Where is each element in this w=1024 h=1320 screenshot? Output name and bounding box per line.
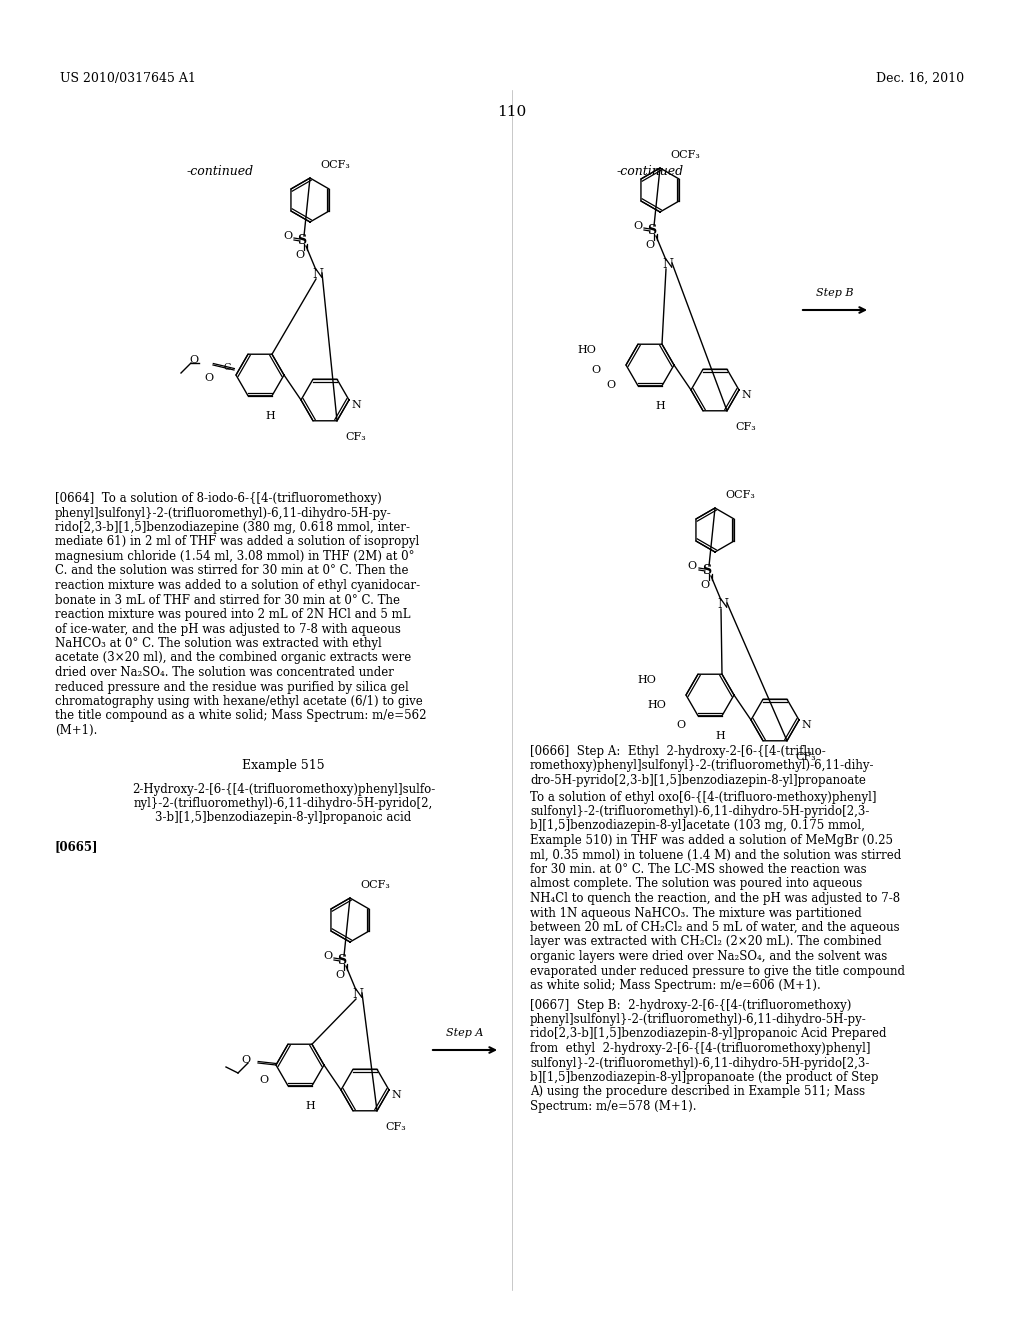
Text: chromatography using with hexane/ethyl acetate (6/1) to give: chromatography using with hexane/ethyl a…	[55, 696, 423, 708]
Text: CF₃: CF₃	[345, 432, 366, 442]
Text: for 30 min. at 0° C. The LC-MS showed the reaction was: for 30 min. at 0° C. The LC-MS showed th…	[530, 863, 866, 876]
Text: 110: 110	[498, 106, 526, 119]
Text: Example 510) in THF was added a solution of MeMgBr (0.25: Example 510) in THF was added a solution…	[530, 834, 893, 847]
Text: rido[2,3-b][1,5]benzodiazepine (380 mg, 0.618 mmol, inter-: rido[2,3-b][1,5]benzodiazepine (380 mg, …	[55, 521, 410, 535]
Text: -continued: -continued	[186, 165, 254, 178]
Text: NaHCO₃ at 0° C. The solution was extracted with ethyl: NaHCO₃ at 0° C. The solution was extract…	[55, 638, 382, 649]
Text: HO: HO	[578, 345, 596, 355]
Text: Example 515: Example 515	[243, 759, 325, 771]
Text: Step A: Step A	[446, 1028, 483, 1038]
Text: S: S	[702, 564, 712, 577]
Text: reaction mixture was added to a solution of ethyl cyanidocar-: reaction mixture was added to a solution…	[55, 579, 420, 591]
Text: O: O	[189, 355, 199, 366]
Text: H: H	[305, 1101, 314, 1111]
Text: mediate 61) in 2 ml of THF was added a solution of isopropyl: mediate 61) in 2 ml of THF was added a s…	[55, 536, 419, 549]
Text: A) using the procedure described in Example 511; Mass: A) using the procedure described in Exam…	[530, 1085, 865, 1098]
Text: b][1,5]benzodiazepin-8-yl]propanoate (the product of Step: b][1,5]benzodiazepin-8-yl]propanoate (th…	[530, 1071, 879, 1084]
Text: US 2010/0317645 A1: US 2010/0317645 A1	[60, 73, 196, 84]
Text: almost complete. The solution was poured into aqueous: almost complete. The solution was poured…	[530, 878, 862, 891]
Text: of ice-water, and the pH was adjusted to 7-8 with aqueous: of ice-water, and the pH was adjusted to…	[55, 623, 400, 635]
Text: C: C	[223, 363, 231, 371]
Text: N: N	[718, 598, 728, 611]
Text: O: O	[606, 380, 615, 389]
Text: layer was extracted with CH₂Cl₂ (2×20 mL). The combined: layer was extracted with CH₂Cl₂ (2×20 mL…	[530, 936, 882, 949]
Text: (M+1).: (M+1).	[55, 723, 97, 737]
Text: To a solution of ethyl oxo[6-{[4-(trifluoro-methoxy)phenyl]: To a solution of ethyl oxo[6-{[4-(triflu…	[530, 791, 877, 804]
Text: sulfonyl}-2-(trifluoromethyl)-6,11-dihydro-5H-pyrido[2,3-: sulfonyl}-2-(trifluoromethyl)-6,11-dihyd…	[530, 805, 869, 818]
Text: O: O	[677, 719, 685, 730]
Text: O: O	[336, 970, 344, 979]
Text: N: N	[312, 268, 324, 281]
Text: OCF₃: OCF₃	[670, 150, 699, 160]
Text: evaporated under reduced pressure to give the title compound: evaporated under reduced pressure to giv…	[530, 965, 905, 978]
Text: N: N	[741, 389, 751, 400]
Text: O: O	[323, 950, 332, 961]
Text: rido[2,3-b][1,5]benzodiazepin-8-yl]propanoic Acid Prepared: rido[2,3-b][1,5]benzodiazepin-8-yl]propa…	[530, 1027, 887, 1040]
Text: H: H	[265, 411, 274, 421]
Text: C. and the solution was stirred for 30 min at 0° C. Then the: C. and the solution was stirred for 30 m…	[55, 565, 409, 578]
Text: phenyl]sulfonyl}-2-(trifluoromethyl)-6,11-dihydro-5H-py-: phenyl]sulfonyl}-2-(trifluoromethyl)-6,1…	[530, 1012, 866, 1026]
Text: N: N	[391, 1090, 400, 1100]
Text: CF₃: CF₃	[385, 1122, 406, 1133]
Text: 3-b][1,5]benzodiazepin-8-yl]propanoic acid: 3-b][1,5]benzodiazepin-8-yl]propanoic ac…	[156, 812, 412, 825]
Text: CF₃: CF₃	[795, 752, 816, 762]
Text: O: O	[283, 231, 292, 242]
Text: phenyl]sulfonyl}-2-(trifluoromethyl)-6,11-dihydro-5H-py-: phenyl]sulfonyl}-2-(trifluoromethyl)-6,1…	[55, 507, 392, 520]
Text: OCF₃: OCF₃	[319, 160, 350, 170]
Text: HO: HO	[637, 675, 656, 685]
Text: OCF₃: OCF₃	[360, 880, 390, 890]
Text: as white solid; Mass Spectrum: m/e=606 (M+1).: as white solid; Mass Spectrum: m/e=606 (…	[530, 979, 821, 993]
Text: O: O	[645, 240, 654, 249]
Text: NH₄Cl to quench the reaction, and the pH was adjusted to 7-8: NH₄Cl to quench the reaction, and the pH…	[530, 892, 900, 906]
Text: b][1,5]benzodiazepin-8-yl]acetate (103 mg, 0.175 mmol,: b][1,5]benzodiazepin-8-yl]acetate (103 m…	[530, 820, 865, 833]
Text: [0667]  Step B:  2-hydroxy-2-[6-{[4-(trifluoromethoxy): [0667] Step B: 2-hydroxy-2-[6-{[4-(trifl…	[530, 998, 851, 1011]
Text: the title compound as a white solid; Mass Spectrum: m/e=562: the title compound as a white solid; Mas…	[55, 710, 427, 722]
Text: between 20 mL of CH₂Cl₂ and 5 mL of water, and the aqueous: between 20 mL of CH₂Cl₂ and 5 mL of wate…	[530, 921, 900, 935]
Text: S: S	[647, 223, 656, 236]
Text: Step B: Step B	[816, 288, 854, 298]
Text: Spectrum: m/e=578 (M+1).: Spectrum: m/e=578 (M+1).	[530, 1100, 696, 1113]
Text: S: S	[338, 953, 346, 966]
Text: with 1N aqueous NaHCO₃. The mixture was partitioned: with 1N aqueous NaHCO₃. The mixture was …	[530, 907, 862, 920]
Text: dried over Na₂SO₄. The solution was concentrated under: dried over Na₂SO₄. The solution was conc…	[55, 667, 394, 678]
Text: nyl}-2-(trifluoromethyl)-6,11-dihydro-5H-pyrido[2,: nyl}-2-(trifluoromethyl)-6,11-dihydro-5H…	[134, 797, 433, 810]
Text: from  ethyl  2-hydroxy-2-[6-{[4-(trifluoromethoxy)phenyl]: from ethyl 2-hydroxy-2-[6-{[4-(trifluoro…	[530, 1041, 870, 1055]
Text: O: O	[259, 1074, 268, 1085]
Text: O: O	[242, 1055, 251, 1065]
Text: O: O	[700, 579, 710, 590]
Text: magnesium chloride (1.54 ml, 3.08 mmol) in THF (2M) at 0°: magnesium chloride (1.54 ml, 3.08 mmol) …	[55, 550, 415, 564]
Text: O: O	[688, 561, 697, 572]
Text: dro-5H-pyrido[2,3-b][1,5]benzodiazepin-8-yl]propanoate: dro-5H-pyrido[2,3-b][1,5]benzodiazepin-8…	[530, 774, 866, 787]
Text: N: N	[801, 719, 811, 730]
Text: Dec. 16, 2010: Dec. 16, 2010	[876, 73, 964, 84]
Text: N: N	[663, 259, 674, 272]
Text: romethoxy)phenyl]sulfonyl}-2-(trifluoromethyl)-6,11-dihy-: romethoxy)phenyl]sulfonyl}-2-(trifluorom…	[530, 759, 874, 772]
Text: reaction mixture was poured into 2 mL of 2N HCl and 5 mL: reaction mixture was poured into 2 mL of…	[55, 609, 411, 620]
Text: ml, 0.35 mmol) in toluene (1.4 M) and the solution was stirred: ml, 0.35 mmol) in toluene (1.4 M) and th…	[530, 849, 901, 862]
Text: reduced pressure and the residue was purified by silica gel: reduced pressure and the residue was pur…	[55, 681, 409, 693]
Text: sulfonyl}-2-(trifluoromethyl)-6,11-dihydro-5H-pyrido[2,3-: sulfonyl}-2-(trifluoromethyl)-6,11-dihyd…	[530, 1056, 869, 1069]
Text: OCF₃: OCF₃	[725, 490, 755, 500]
Text: [0666]  Step A:  Ethyl  2-hydroxy-2-[6-{[4-(trifluo-: [0666] Step A: Ethyl 2-hydroxy-2-[6-{[4-…	[530, 744, 825, 758]
Text: O: O	[205, 374, 214, 383]
Text: [0665]: [0665]	[55, 841, 98, 854]
Text: 2-Hydroxy-2-[6-{[4-(trifluoromethoxy)phenyl]sulfo-: 2-Hydroxy-2-[6-{[4-(trifluoromethoxy)phe…	[132, 784, 435, 796]
Text: O: O	[633, 220, 642, 231]
Text: N: N	[351, 400, 360, 411]
Text: H: H	[655, 401, 665, 411]
Text: acetate (3×20 ml), and the combined organic extracts were: acetate (3×20 ml), and the combined orga…	[55, 652, 412, 664]
Text: HO: HO	[647, 700, 666, 710]
Text: [0664]  To a solution of 8-iodo-6-{[4-(trifluoromethoxy): [0664] To a solution of 8-iodo-6-{[4-(tr…	[55, 492, 382, 506]
Text: O: O	[296, 249, 304, 260]
Text: organic layers were dried over Na₂SO₄, and the solvent was: organic layers were dried over Na₂SO₄, a…	[530, 950, 887, 964]
Text: N: N	[352, 989, 364, 1002]
Text: bonate in 3 mL of THF and stirred for 30 min at 0° C. The: bonate in 3 mL of THF and stirred for 30…	[55, 594, 400, 606]
Text: S: S	[297, 234, 306, 247]
Text: H: H	[715, 731, 725, 741]
Text: -continued: -continued	[616, 165, 684, 178]
Text: CF₃: CF₃	[735, 422, 756, 432]
Text: O: O	[592, 366, 601, 375]
